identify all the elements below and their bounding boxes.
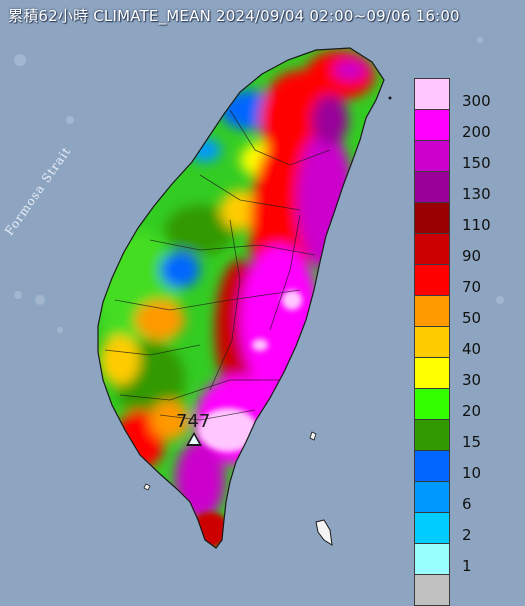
legend-swatch — [414, 357, 450, 389]
legend-label: 150 — [462, 154, 491, 172]
legend-label: 130 — [462, 185, 491, 203]
legend-swatch — [414, 512, 450, 544]
legend-swatch — [414, 202, 450, 234]
legend-swatch — [414, 109, 450, 141]
legend-label: 2 — [462, 526, 472, 544]
orchid-island — [315, 519, 333, 546]
legend-label: 200 — [462, 123, 491, 141]
guishan-island — [388, 96, 392, 100]
legend-swatch — [414, 481, 450, 513]
legend-swatch — [414, 574, 450, 606]
legend-label: 90 — [462, 247, 482, 265]
legend-swatch — [414, 326, 450, 358]
station-marker-icon — [186, 432, 202, 446]
legend-label: 1 — [462, 557, 472, 575]
legend-label: 10 — [462, 464, 482, 482]
legend-label: 110 — [462, 216, 491, 234]
legend-label: 40 — [462, 340, 482, 358]
legend-label: 70 — [462, 278, 482, 296]
legend-swatch — [414, 543, 450, 575]
legend-swatch — [414, 140, 450, 172]
legend-label: 6 — [462, 495, 472, 513]
legend-label: 300 — [462, 92, 491, 110]
green-island — [309, 431, 317, 441]
legend-swatch — [414, 264, 450, 296]
legend-label: 20 — [462, 402, 482, 420]
legend-swatch — [414, 450, 450, 482]
map-title: 累積62小時 CLIMATE_MEAN 2024/09/04 02:00~09/… — [8, 7, 460, 25]
legend-swatch — [414, 419, 450, 451]
station-value: 747 — [176, 411, 211, 432]
legend-label: 15 — [462, 433, 482, 451]
xiaoliuqiu — [143, 483, 151, 491]
legend-swatch — [414, 388, 450, 420]
legend-colorbar — [414, 78, 450, 606]
legend-swatch — [414, 78, 450, 110]
legend-swatch — [414, 233, 450, 265]
legend-swatch — [414, 171, 450, 203]
legend-label: 30 — [462, 371, 482, 389]
legend-swatch — [414, 295, 450, 327]
legend-label: 50 — [462, 309, 482, 327]
